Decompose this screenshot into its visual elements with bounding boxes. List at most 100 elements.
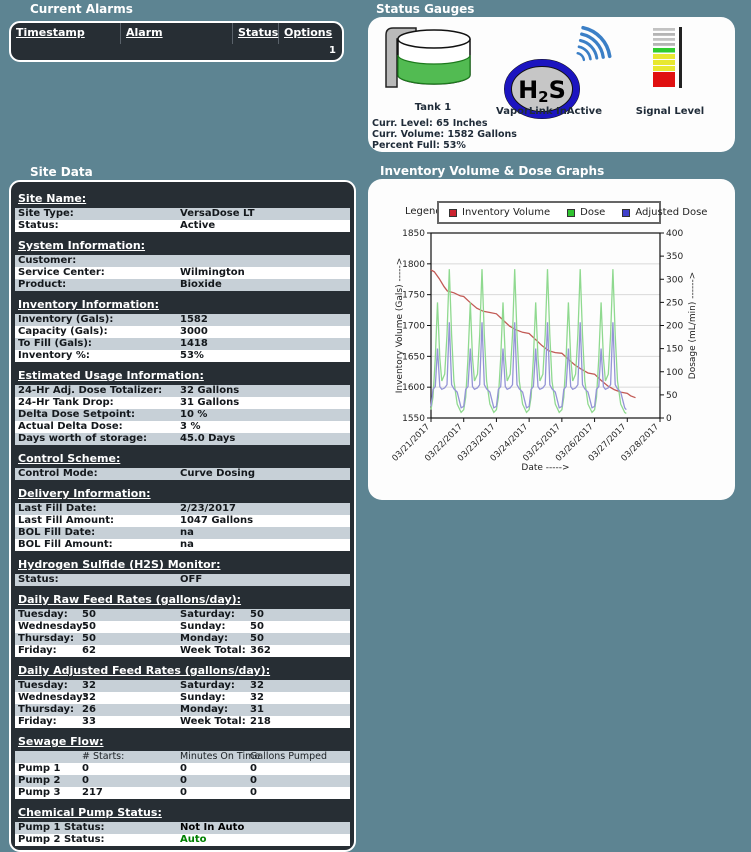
alarm-col-options[interactable]: Options — [284, 26, 333, 39]
field-value: 217 — [82, 787, 103, 798]
field-value: 3 % — [180, 421, 201, 432]
svg-text:400: 400 — [666, 229, 683, 239]
tank-curr-volume: Curr. Volume: 1582 Gallons — [372, 129, 517, 140]
legend-item: Inventory Volume — [449, 207, 550, 218]
field-value: 31 — [250, 704, 264, 715]
site-data-row: Wednesday: 32 Sunday: 32 — [15, 692, 350, 704]
svg-text:1700: 1700 — [402, 322, 425, 332]
site-section-header: Delivery Information: — [15, 480, 350, 503]
site-data-row: 24-Hr Adj. Dose Totalizer: 32 Gallons — [15, 385, 350, 397]
field-value: 32 — [82, 680, 96, 691]
field-value: 62 — [82, 645, 96, 656]
legend-label: Legend — [405, 206, 442, 217]
field-value: Minutes On Time — [180, 751, 261, 762]
field-value: 362 — [250, 645, 271, 656]
site-section-header-text: Estimated Usage Information: — [18, 369, 204, 382]
site-section-header: Sewage Flow: — [15, 728, 350, 751]
field-value: 32 — [82, 692, 96, 703]
field-value: 50 — [250, 633, 264, 644]
field-value: OFF — [180, 574, 203, 585]
site-section-header: Estimated Usage Information: — [15, 362, 350, 385]
tank-label: Tank 1 — [414, 102, 452, 113]
site-data-row: Last Fill Amount: 1047 Gallons — [15, 515, 350, 527]
legend-item: Dose — [567, 207, 605, 218]
site-section-header-text: Delivery Information: — [18, 487, 151, 500]
vaporlink-label: VaporLink InActive — [496, 106, 602, 117]
site-data-row: Customer: — [15, 255, 350, 267]
svg-text:Date ----->: Date -----> — [521, 463, 569, 473]
field-value: Week Total: — [180, 716, 246, 727]
field-value: 1418 — [180, 338, 208, 349]
site-data-row: Friday: 33 Week Total: 218 — [15, 716, 350, 728]
status-gauges-card: Tank 1 Curr. Level: 65 Inches Curr. Volu… — [368, 17, 735, 152]
field-value: 32 — [250, 692, 264, 703]
field-label: 24-Hr Adj. Dose Totalizer: — [18, 385, 163, 396]
inventory-dose-chart: 1550 1600 1650 1700 1750 1800 1850 0 50 100 150 200… — [392, 229, 698, 473]
graphs-title: Inventory Volume & Dose Graphs — [380, 164, 605, 178]
site-data-row: Inventory %: 53% — [15, 350, 350, 362]
field-label: Customer: — [18, 255, 77, 266]
site-data-row: BOL Fill Date: na — [15, 527, 350, 539]
field-value: 2/23/2017 — [180, 503, 237, 514]
site-data-title: Site Data — [30, 165, 93, 179]
field-label: Inventory %: — [18, 350, 90, 361]
field-value: 50 — [250, 621, 264, 632]
field-label: Pump 1 Status: — [18, 822, 105, 833]
field-value: 53% — [180, 350, 204, 361]
field-label: Last Fill Date: — [18, 503, 97, 514]
site-data-row: BOL Fill Amount: na — [15, 539, 350, 551]
alarm-col-status[interactable]: Status — [233, 23, 279, 44]
site-data-panel: Site Name: Site Type: VersaDose LT Status: A… — [9, 180, 356, 852]
field-label: Tuesday: — [18, 609, 68, 620]
site-section-header-text: Chemical Pump Status: — [18, 806, 162, 819]
field-label: Capacity (Gals): — [18, 326, 108, 337]
field-label: Delta Dose Setpoint: — [18, 409, 136, 420]
field-value: 50 — [82, 633, 96, 644]
field-value: 45.0 Days — [180, 433, 236, 444]
alarm-col-alarm[interactable]: Alarm — [121, 23, 233, 44]
field-value: 50 — [82, 621, 96, 632]
field-label: BOL Fill Amount: — [18, 539, 113, 550]
field-label: Inventory (Gals): — [18, 314, 114, 325]
field-label: Wednesday: — [18, 621, 87, 632]
signal-level-label: Signal Level — [635, 106, 705, 117]
current-alarms-title: Current Alarms — [30, 2, 133, 16]
field-label: Product: — [18, 279, 67, 290]
field-label: Control Mode: — [18, 468, 98, 479]
site-section-header: Inventory Information: — [15, 291, 350, 314]
alarms-page-indicator[interactable]: 1 — [329, 45, 336, 56]
field-value: Wilmington — [180, 267, 245, 278]
field-value: Saturday: — [180, 680, 235, 691]
field-label: BOL Fill Date: — [18, 527, 96, 538]
site-section-header: Chemical Pump Status: — [15, 799, 350, 822]
field-value: 0 — [250, 763, 257, 774]
site-section-header-text: System Information: — [18, 239, 146, 252]
field-label: Pump 2 Status: — [18, 834, 105, 845]
site-data-row: Capacity (Gals): 3000 — [15, 326, 350, 338]
field-label: Friday: — [18, 645, 57, 656]
alarm-col-timestamp[interactable]: Timestamp — [11, 23, 121, 44]
svg-text:Dosage (mL/min) ------>: Dosage (mL/min) ------> — [688, 272, 698, 379]
current-alarms-table: Timestamp Alarm Status Options 1 — [9, 21, 344, 62]
site-section-header: Daily Raw Feed Rates (gallons/day): — [15, 586, 350, 609]
legend-swatch — [622, 208, 631, 217]
site-section-header: System Information: — [15, 232, 350, 255]
field-value: 0 — [82, 763, 89, 774]
field-value: VersaDose LT — [180, 208, 255, 219]
field-value: Gallons Pumped — [250, 751, 328, 762]
field-label — [18, 752, 82, 762]
field-value: 1047 Gallons — [180, 515, 254, 526]
field-label: Actual Delta Dose: — [18, 421, 123, 432]
svg-text:1600: 1600 — [402, 383, 425, 393]
field-label: Wednesday: — [18, 692, 87, 703]
site-data-row: Pump 3 217 0 0 — [15, 787, 350, 799]
site-section-header: Hydrogen Sulfide (H2S) Monitor: — [15, 551, 350, 574]
site-data-row: Pump 1 Status: Not In Auto — [15, 822, 350, 834]
field-label: Last Fill Amount: — [18, 515, 114, 526]
field-value: Bioxide — [180, 279, 222, 290]
field-value: Week Total: — [180, 645, 246, 656]
svg-text:1850: 1850 — [402, 229, 425, 239]
svg-text:50: 50 — [666, 391, 678, 401]
site-section-header-text: Hydrogen Sulfide (H2S) Monitor: — [18, 558, 221, 571]
chart-legend: Inventory Volume Dose Adjusted Dose — [437, 201, 707, 224]
